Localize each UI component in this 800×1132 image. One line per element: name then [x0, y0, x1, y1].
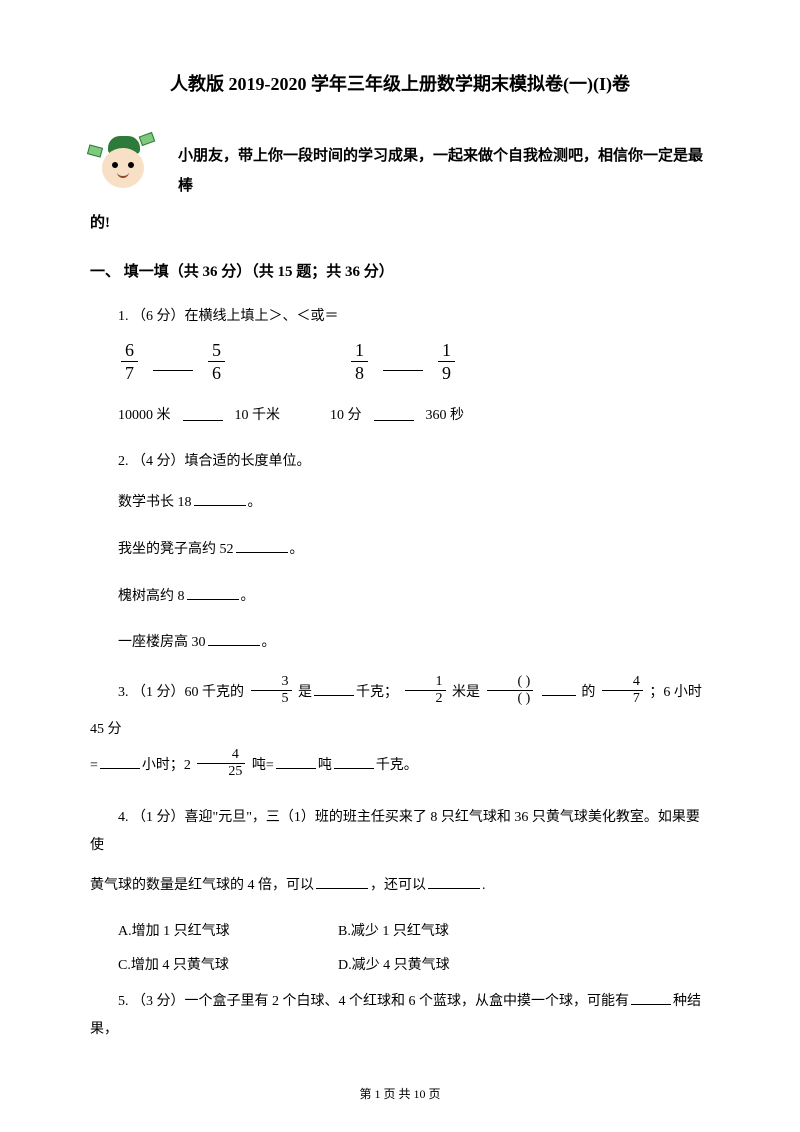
blank-input[interactable] [194, 492, 246, 506]
q1-row2: 10000 米 10 千米 10 分 360 秒 [118, 404, 710, 424]
fraction: 35 [251, 675, 292, 706]
q1-prompt: 1. （6 分）在横线上填上＞、＜或＝ [90, 303, 710, 331]
option-a[interactable]: A.增加 1 只红气球 [118, 920, 338, 940]
option-d[interactable]: D.减少 4 只黄气球 [338, 954, 558, 974]
fraction: 19 [438, 341, 455, 382]
q2-l1: 数学书长 18。 [90, 488, 710, 519]
fraction: 12 [405, 675, 446, 706]
text: 10 分 [330, 404, 362, 424]
blank-input[interactable] [383, 357, 423, 371]
blank-input[interactable] [542, 682, 576, 696]
fraction: 56 [208, 341, 225, 382]
fraction-blank[interactable]: ( )( ) [487, 675, 534, 706]
text: 10000 米 [118, 404, 171, 424]
blank-input[interactable] [334, 755, 374, 769]
option-c[interactable]: C.增加 4 只黄气球 [118, 954, 338, 974]
blank-input[interactable] [428, 875, 480, 889]
q2-l2: 我坐的凳子高约 52。 [90, 535, 710, 566]
blank-input[interactable] [236, 539, 288, 553]
blank-input[interactable] [100, 755, 140, 769]
q4-options-row2: C.增加 4 只黄气球 D.减少 4 只黄气球 [118, 954, 710, 974]
q4-line2: 黄气球的数量是红气球的 4 倍，可以，还可以. [90, 872, 710, 900]
fraction: 425 [197, 748, 245, 779]
text: 360 秒 [426, 404, 465, 424]
blank-input[interactable] [374, 407, 414, 421]
blank-input[interactable] [314, 682, 354, 696]
intro-text-line1: 小朋友，带上你一段时间的学习成果，一起来做个自我检测吧，相信你一定是最棒 [178, 141, 710, 201]
option-b[interactable]: B.减少 1 只红气球 [338, 920, 558, 940]
fraction: 47 [602, 675, 643, 706]
q2-l3: 槐树高约 8。 [90, 582, 710, 613]
blank-input[interactable] [276, 755, 316, 769]
blank-input[interactable] [183, 407, 223, 421]
q1-row1: 67 56 18 19 [118, 343, 710, 384]
blank-input[interactable] [316, 875, 368, 889]
page-footer: 第 1 页 共 10 页 [0, 1085, 800, 1102]
q3: 3. （1 分）60 千克的 35 是千克； 12 米是 ( )( ) 的 47… [90, 675, 710, 784]
page-title: 人教版 2019-2020 学年三年级上册数学期末模拟卷(一)(I)卷 [90, 70, 710, 96]
fraction: 67 [121, 341, 138, 382]
section-header: 一、 填一填（共 36 分）（共 15 题；共 36 分） [90, 260, 710, 281]
blank-input[interactable] [631, 991, 671, 1005]
q5: 5. （3 分）一个盒子里有 2 个白球、4 个红球和 6 个蓝球，从盒中摸一个… [90, 988, 710, 1044]
blank-input[interactable] [153, 357, 193, 371]
text: 10 千米 [235, 404, 281, 424]
q4-options-row1: A.增加 1 只红气球 B.减少 1 只红气球 [118, 920, 710, 940]
fraction: 18 [351, 341, 368, 382]
intro-text-line2: 的! [90, 211, 710, 232]
q4-line1: 4. （1 分）喜迎"元旦"，三（1）班的班主任买来了 8 只红气球和 36 只… [90, 804, 710, 860]
blank-input[interactable] [208, 632, 260, 646]
q2-prompt: 2. （4 分）填合适的长度单位。 [90, 448, 710, 476]
mascot-icon [90, 126, 160, 201]
intro-row: 小朋友，带上你一段时间的学习成果，一起来做个自我检测吧，相信你一定是最棒 [90, 126, 710, 201]
blank-input[interactable] [187, 586, 239, 600]
q2-l4: 一座楼房高 30。 [90, 628, 710, 659]
